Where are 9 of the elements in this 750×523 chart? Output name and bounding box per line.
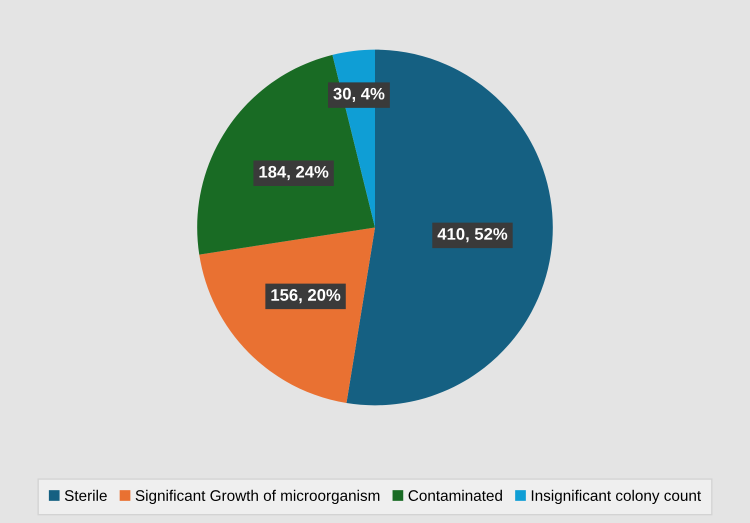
data-label: 184, 24% [259, 166, 328, 180]
legend-label: Contaminated [408, 490, 502, 501]
legend-label: Insignificant colony count [532, 490, 702, 504]
legend-label: Significant Growth of microorganism [136, 490, 380, 504]
data-label: 410, 52% [438, 228, 508, 242]
pie-slice [199, 228, 375, 404]
legend-label: Sterile [64, 490, 107, 501]
data-label: 30, 4% [333, 88, 384, 102]
data-label: 156, 20% [271, 289, 340, 304]
